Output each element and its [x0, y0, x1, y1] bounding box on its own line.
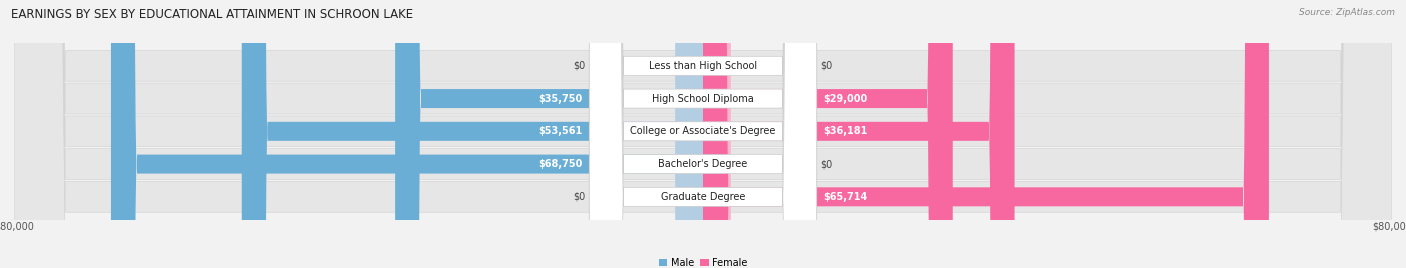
Text: $53,561: $53,561 [538, 126, 582, 136]
Text: Source: ZipAtlas.com: Source: ZipAtlas.com [1299, 8, 1395, 17]
Text: $35,750: $35,750 [538, 94, 582, 103]
Text: $0: $0 [820, 61, 832, 71]
Text: High School Diploma: High School Diploma [652, 94, 754, 103]
FancyBboxPatch shape [589, 0, 817, 268]
Text: College or Associate's Degree: College or Associate's Degree [630, 126, 776, 136]
FancyBboxPatch shape [589, 0, 817, 268]
FancyBboxPatch shape [14, 0, 1392, 268]
FancyBboxPatch shape [703, 0, 731, 268]
Text: $29,000: $29,000 [824, 94, 868, 103]
FancyBboxPatch shape [14, 0, 1392, 268]
Legend: Male, Female: Male, Female [655, 254, 751, 268]
FancyBboxPatch shape [675, 0, 703, 268]
FancyBboxPatch shape [703, 0, 1268, 268]
Text: $0: $0 [574, 192, 586, 202]
FancyBboxPatch shape [675, 0, 703, 268]
FancyBboxPatch shape [703, 0, 731, 268]
FancyBboxPatch shape [395, 0, 703, 268]
FancyBboxPatch shape [14, 0, 1392, 268]
FancyBboxPatch shape [703, 0, 953, 268]
Text: Bachelor's Degree: Bachelor's Degree [658, 159, 748, 169]
FancyBboxPatch shape [703, 0, 1015, 268]
FancyBboxPatch shape [242, 0, 703, 268]
Text: $68,750: $68,750 [538, 159, 582, 169]
Text: $36,181: $36,181 [824, 126, 868, 136]
Text: Graduate Degree: Graduate Degree [661, 192, 745, 202]
Text: $65,714: $65,714 [824, 192, 868, 202]
Text: Less than High School: Less than High School [650, 61, 756, 71]
FancyBboxPatch shape [589, 0, 817, 268]
FancyBboxPatch shape [14, 0, 1392, 268]
FancyBboxPatch shape [14, 0, 1392, 268]
Text: EARNINGS BY SEX BY EDUCATIONAL ATTAINMENT IN SCHROON LAKE: EARNINGS BY SEX BY EDUCATIONAL ATTAINMEN… [11, 8, 413, 21]
Text: $0: $0 [820, 159, 832, 169]
FancyBboxPatch shape [589, 0, 817, 268]
Text: $0: $0 [574, 61, 586, 71]
FancyBboxPatch shape [111, 0, 703, 268]
FancyBboxPatch shape [589, 0, 817, 268]
